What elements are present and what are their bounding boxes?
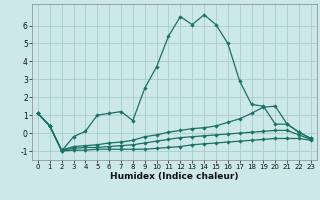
- X-axis label: Humidex (Indice chaleur): Humidex (Indice chaleur): [110, 172, 239, 181]
